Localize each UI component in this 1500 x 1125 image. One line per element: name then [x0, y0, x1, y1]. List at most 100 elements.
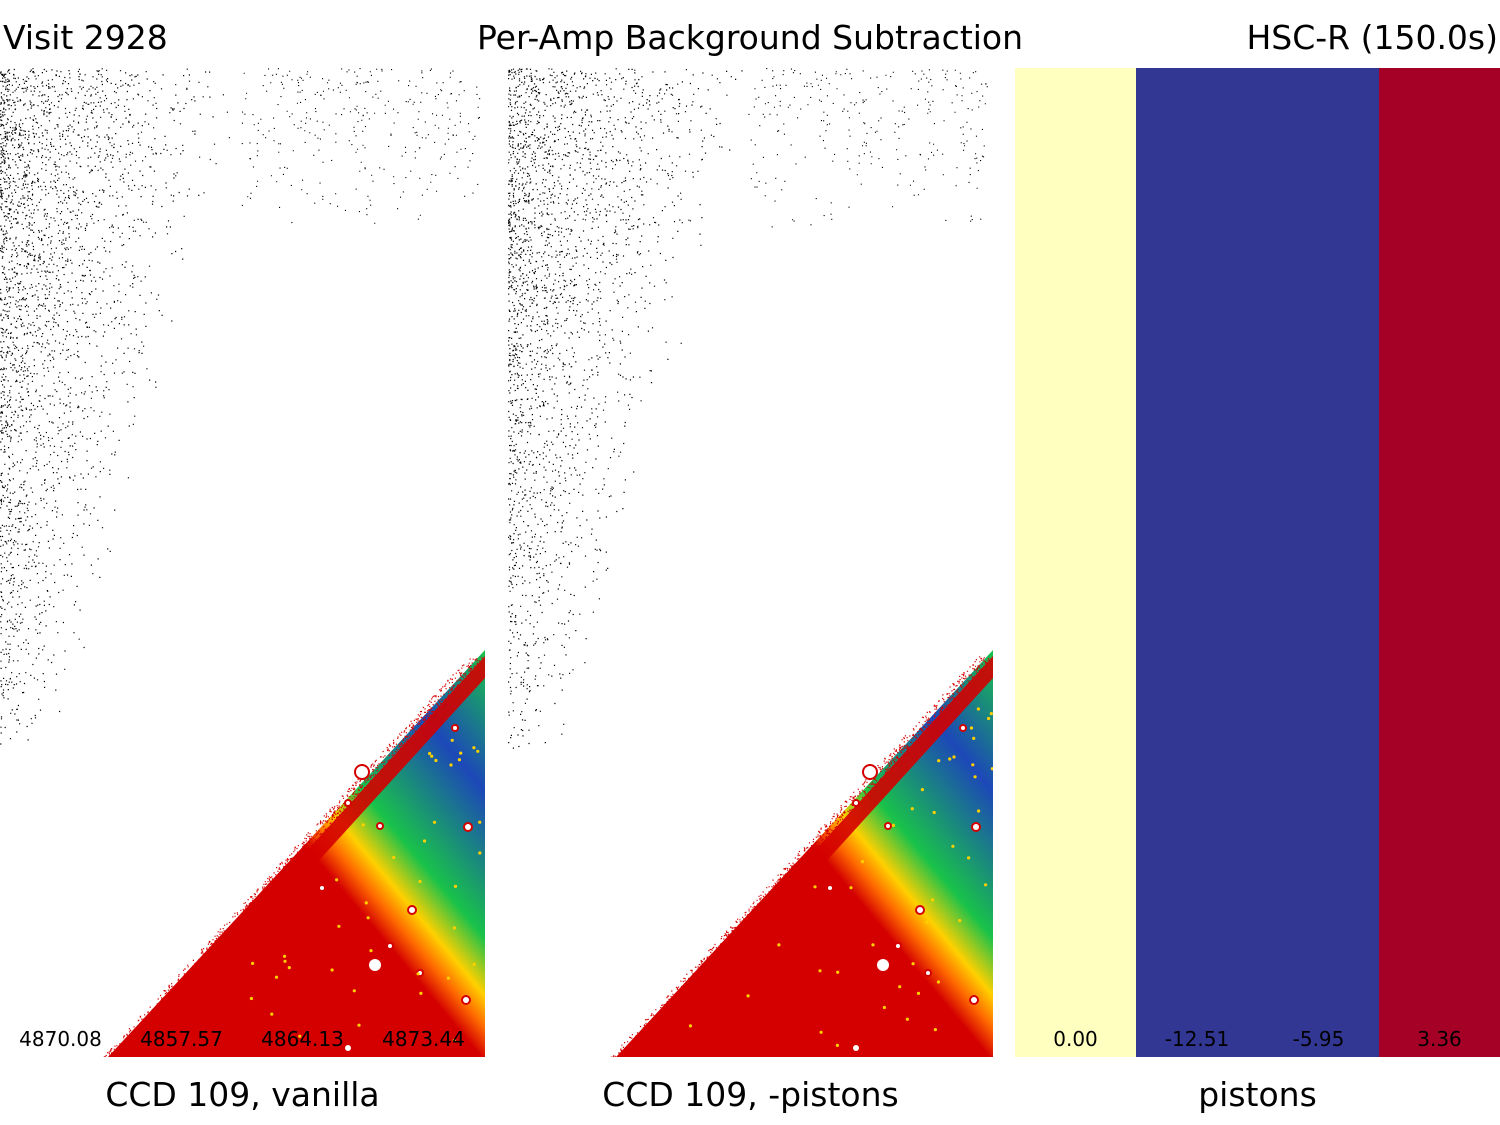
- faint-star: [330, 968, 334, 972]
- faint-star: [937, 759, 941, 763]
- ccd-image-vanilla-render: [0, 68, 485, 1057]
- faint-star: [434, 758, 438, 763]
- faint-star: [274, 975, 279, 979]
- faint-star: [418, 879, 422, 884]
- edge-speckle: [103, 657, 483, 1057]
- star-core: [886, 824, 890, 828]
- faint-star: [972, 736, 976, 741]
- faint-star: [925, 920, 929, 924]
- piston-amp-2: [1136, 68, 1258, 1057]
- noise-speckle: [508, 68, 988, 749]
- faint-star: [357, 1023, 361, 1027]
- piston-value-4: 3.36: [1417, 1027, 1462, 1051]
- star-core: [853, 1045, 859, 1051]
- amp-4-level: 4873.44: [382, 1027, 465, 1051]
- faint-star: [366, 916, 370, 920]
- faint-star: [472, 746, 476, 750]
- faint-star: [911, 962, 915, 966]
- faint-star: [453, 884, 458, 889]
- faint-star: [933, 1028, 937, 1032]
- star-core: [828, 886, 832, 890]
- star-core: [356, 766, 368, 778]
- faint-star: [430, 754, 434, 758]
- piston-value-3: -5.95: [1292, 1027, 1345, 1051]
- star-core: [926, 971, 930, 975]
- faint-star: [270, 1012, 274, 1016]
- faint-star: [428, 751, 432, 756]
- ccd-image-vanilla: 4870.08 4857.57 4864.13 4873.44: [0, 68, 485, 1057]
- faint-star: [352, 989, 356, 993]
- star-core: [854, 801, 858, 805]
- star-core: [320, 886, 324, 890]
- faint-star: [777, 943, 781, 947]
- piston-value-1: 0.00: [1053, 1027, 1098, 1051]
- star-core: [465, 824, 471, 830]
- star-core: [877, 959, 889, 971]
- faint-star: [973, 775, 977, 779]
- faint-star: [849, 886, 853, 890]
- faint-star: [819, 1030, 823, 1034]
- faint-star: [930, 898, 935, 902]
- faint-star: [989, 712, 993, 716]
- faint-star: [835, 1043, 839, 1047]
- faint-star: [364, 901, 368, 905]
- faint-star: [452, 926, 456, 930]
- faint-star: [871, 943, 875, 947]
- faint-star: [910, 807, 914, 811]
- faint-star: [283, 954, 287, 958]
- visit-label: Visit 2928: [3, 18, 168, 57]
- faint-star: [958, 919, 962, 923]
- faint-star: [432, 820, 437, 824]
- faint-star: [836, 970, 840, 974]
- faint-star: [932, 810, 936, 815]
- faint-star: [459, 751, 463, 755]
- illumination-edge: [626, 656, 993, 1057]
- faint-star: [990, 767, 993, 771]
- figure-title: Per-Amp Background Subtraction: [476, 18, 1024, 57]
- faint-star: [952, 755, 956, 759]
- faint-star: [813, 885, 817, 889]
- amp-3-level: 4864.13: [261, 1027, 344, 1051]
- faint-star: [967, 856, 971, 860]
- star-core: [378, 824, 382, 828]
- faint-star: [920, 788, 924, 792]
- faint-star: [287, 966, 291, 970]
- piston-value-2: -12.51: [1164, 1027, 1230, 1051]
- piston-amp-3: [1258, 68, 1379, 1057]
- faint-star: [446, 976, 450, 980]
- star-core: [917, 907, 923, 913]
- faint-star: [478, 851, 482, 855]
- star-core: [973, 824, 979, 830]
- faint-star: [422, 839, 427, 843]
- star-core: [369, 959, 381, 971]
- faint-star: [472, 962, 476, 967]
- sky-wedge: [616, 650, 993, 1057]
- faint-star: [746, 994, 750, 998]
- faint-star: [472, 983, 476, 987]
- stars: [249, 724, 482, 1053]
- faint-star: [818, 969, 822, 973]
- faint-star: [976, 707, 980, 711]
- caption-pistons: pistons: [1198, 1075, 1317, 1114]
- amp-2-level: 4857.57: [140, 1027, 223, 1051]
- faint-star: [298, 1034, 302, 1038]
- noise-field: [0, 68, 481, 745]
- faint-star: [936, 980, 941, 984]
- ccd-image-minus-pistons: [508, 68, 993, 1057]
- star-core: [345, 1045, 351, 1051]
- sky-wedge: [108, 650, 485, 1057]
- faint-star: [452, 1038, 456, 1042]
- faint-star: [987, 716, 991, 721]
- filter-exposure-label: HSC-R (150.0s): [1246, 18, 1498, 57]
- faint-star: [249, 996, 253, 1001]
- star-core: [409, 907, 415, 913]
- faint-star: [335, 878, 339, 882]
- pistons-map: 0.00 -12.51 -5.95 3.36: [1015, 68, 1500, 1057]
- faint-star: [476, 749, 480, 753]
- faint-star: [450, 738, 454, 742]
- faint-star: [969, 726, 974, 730]
- star-core: [896, 944, 900, 948]
- faint-star: [416, 972, 420, 976]
- piston-amp-4: [1379, 68, 1500, 1057]
- faint-star: [457, 758, 461, 762]
